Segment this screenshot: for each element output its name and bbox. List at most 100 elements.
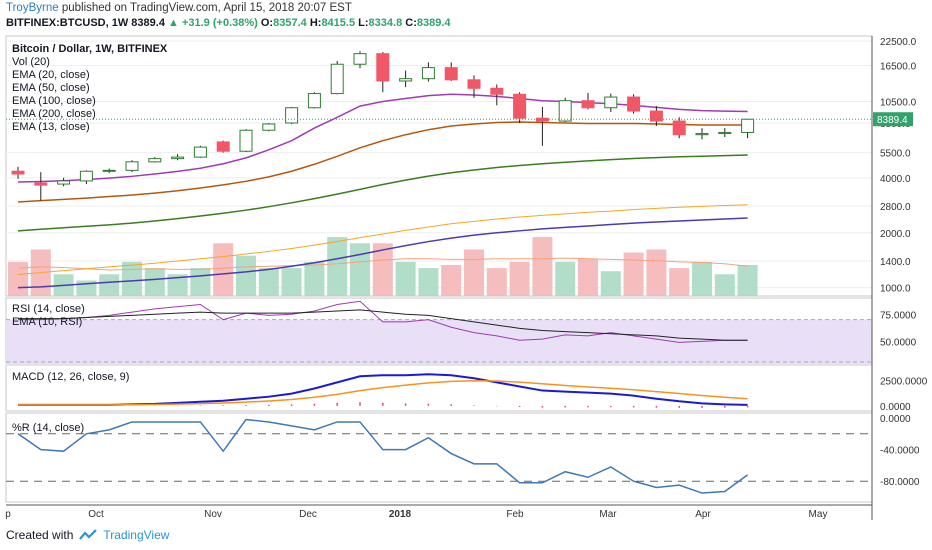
time-tick-label: Feb: [506, 509, 524, 520]
time-tick-label: Dec: [299, 509, 317, 520]
candle-body: [558, 100, 572, 122]
candle-body: [627, 96, 641, 112]
candle-body: [193, 146, 207, 158]
candle-body: [695, 133, 709, 136]
ema-line: [17, 93, 748, 183]
wr-legend: %R (14, close): [12, 422, 84, 434]
ema-line: [17, 121, 748, 203]
volume-bar: [623, 252, 644, 296]
time-tick-label: Nov: [204, 509, 222, 520]
publish-text: published on TradingView.com, April 15, …: [61, 2, 352, 14]
candle-body: [581, 100, 595, 109]
low-label: L:: [358, 17, 369, 29]
price-legend-item: EMA (100, close): [12, 95, 96, 107]
price-tick-label: 16500.0: [880, 62, 917, 73]
symbol-label: BITFINEX:BTCUSD, 1W: [6, 17, 129, 29]
author-link[interactable]: TroyByrne: [6, 2, 59, 14]
candle-body: [513, 93, 527, 119]
tradingview-logo-icon: [79, 529, 98, 540]
candle-body: [148, 158, 162, 163]
candle-body: [125, 161, 139, 171]
axes: 22500.016500.010500.08000.05500.04000.02…: [5, 36, 928, 520]
time-tick-label: 2018: [389, 509, 412, 520]
price-legend-item: EMA (200, close): [12, 108, 96, 120]
open-value: 8357.4: [273, 17, 307, 29]
price-legend-item: Bitcoin / Dollar, 1W, BITFINEX: [12, 43, 168, 55]
publish-info: TroyByrne published on TradingView.com, …: [6, 2, 352, 14]
price-legend-item: EMA (13, close): [12, 121, 90, 133]
candle-body: [330, 63, 344, 95]
candle-body: [467, 79, 481, 89]
rsi-legend-item: EMA (10, RSI): [12, 316, 82, 328]
price-frame: [5, 35, 873, 297]
ema-line: [17, 217, 748, 289]
volume-bar: [304, 261, 325, 296]
volume-bar: [372, 243, 393, 296]
candle-body: [353, 53, 367, 65]
time-tick-label: p: [5, 509, 11, 520]
volume-bar: [509, 261, 530, 296]
close-label: C:: [405, 17, 417, 29]
candle-body: [672, 120, 686, 136]
candle-body: [57, 180, 71, 185]
candle-body: [239, 129, 253, 152]
candle-body: [535, 117, 549, 122]
candle-body: [376, 53, 390, 82]
williams-r-pane[interactable]: %R (14, close): [6, 418, 872, 494]
volume-bar: [8, 261, 28, 296]
candle-body: [718, 131, 732, 135]
volume-bar: [99, 274, 120, 296]
volume-bar: [281, 268, 302, 296]
candle-body: [216, 141, 230, 152]
ema-line: [17, 204, 748, 276]
price-tick-label: 10500.0: [880, 97, 917, 108]
volume-bar: [555, 261, 576, 296]
volume-bar: [258, 268, 279, 296]
candle-body: [79, 170, 93, 182]
volume-bar: [714, 274, 735, 296]
rsi-pane[interactable]: RSI (14, close)EMA (10, RSI): [6, 300, 872, 363]
wr-tick-label: -40.0000: [880, 446, 920, 457]
time-tick-label: Oct: [88, 509, 104, 520]
candle-body: [307, 93, 321, 109]
macd-pane[interactable]: MACD (12, 26, close, 9): [12, 371, 749, 408]
up-arrow-icon: ▲: [168, 17, 179, 29]
candle-body: [34, 182, 48, 186]
price-tick-label: 4000.0: [880, 174, 911, 185]
price-legend-item: EMA (20, close): [12, 69, 90, 81]
high-label: H:: [309, 17, 322, 29]
volume-bar: [669, 268, 690, 296]
volume-bar: [144, 268, 165, 296]
wr-tick-label: -80.0000: [880, 477, 920, 488]
volume-ema-line: [17, 257, 748, 271]
volume-bar: [418, 268, 439, 296]
volume-bar: [646, 249, 667, 296]
candle-body: [741, 118, 755, 133]
candle-body: [421, 67, 435, 80]
volume-bar: [122, 261, 142, 296]
created-with-text: Created with: [6, 528, 74, 542]
candle-body: [102, 169, 116, 172]
volume-bar: [213, 243, 234, 296]
time-tick-label: Mar: [599, 509, 617, 520]
price-tick-label: 2000.0: [880, 229, 911, 240]
last-price: 8389.4: [131, 17, 165, 29]
symbol-info: BITFINEX:BTCUSD, 1W 8389.4 ▲ +31.9 (+0.3…: [6, 17, 451, 29]
candle-body: [649, 110, 663, 122]
macd-series-line: [18, 379, 748, 406]
tradingview-brand[interactable]: TradingView: [103, 528, 170, 542]
time-tick-label: May: [809, 509, 828, 520]
macd-tick-label: 2500.0000: [880, 376, 928, 387]
footer: Created with TradingView: [6, 528, 169, 542]
volume-bar: [578, 258, 598, 296]
volume-bar: [350, 243, 370, 296]
volume-bar: [532, 237, 553, 296]
volume-bar: [236, 255, 256, 296]
price-legend-item: Vol (20): [12, 56, 50, 68]
candle-body: [171, 156, 185, 160]
volume-bar: [327, 237, 348, 296]
rsi-tick-label: 75.0000: [880, 310, 917, 321]
price-tick-label: 1000.0: [880, 284, 911, 295]
